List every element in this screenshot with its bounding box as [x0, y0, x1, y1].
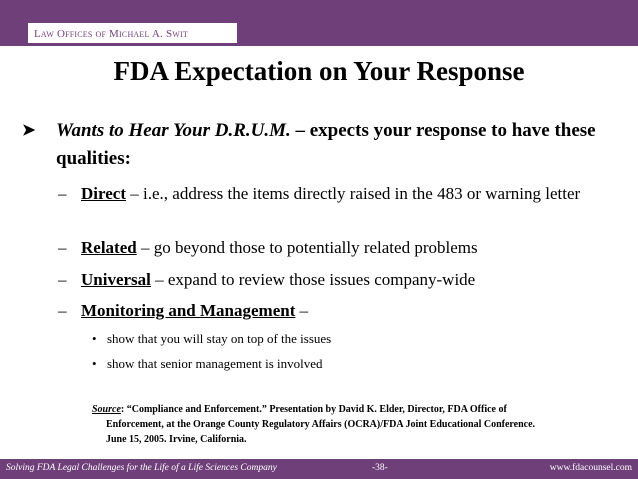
quality-term: Monitoring and Management: [81, 301, 296, 320]
quality-item-related: – Related – go beyond those to potential…: [58, 237, 618, 259]
round-bullet-icon: •: [92, 331, 97, 346]
footer-tagline: Solving FDA Legal Challenges for the Lif…: [6, 463, 277, 473]
quality-term: Direct: [81, 184, 126, 203]
source-label: Source: [92, 404, 121, 415]
dash-bullet: –: [58, 184, 67, 203]
quality-text: – go beyond those to potentially related…: [136, 238, 478, 257]
quality-item-direct: – Direct – i.e., address the items direc…: [58, 183, 618, 205]
footer-bar: Solving FDA Legal Challenges for the Lif…: [0, 459, 638, 479]
quality-item-universal: – Universal – expand to review those iss…: [58, 269, 618, 291]
source-line-2: Enforcement, at the Orange County Regula…: [106, 419, 536, 430]
sub-bullet-item: • show that senior management is involve…: [92, 356, 323, 371]
quality-text: – expand to review those issues company-…: [150, 270, 476, 289]
page-number: -38-: [372, 463, 388, 473]
top-banner: Law Offices of Michael A. Swit: [0, 0, 638, 46]
dash-bullet: –: [58, 270, 67, 289]
round-bullet-icon: •: [92, 356, 97, 371]
main-bullet-lead: Wants to Hear Your D.R.U.M.: [56, 120, 291, 141]
quality-item-monitoring: – Monitoring and Management –: [58, 300, 618, 322]
quality-term: Universal: [81, 270, 151, 289]
dash-bullet: –: [58, 301, 67, 320]
dash-bullet: –: [58, 238, 67, 257]
quality-text: –: [295, 301, 309, 320]
slide-title: FDA Expectation on Your Response: [113, 56, 525, 86]
quality-text: – i.e., address the items directly raise…: [126, 184, 581, 203]
source-citation: Source: “Compliance and Enforcement.” Pr…: [92, 402, 612, 447]
main-bullet-text: – expects your response to have these qu…: [56, 120, 596, 169]
source-line-3: June 15, 2005. Irvine, California.: [106, 434, 247, 445]
firm-name-box: Law Offices of Michael A. Swit: [27, 22, 238, 44]
sub-bullet-item: • show that you will stay on top of the …: [92, 331, 332, 346]
quality-term: Related: [81, 238, 137, 257]
footer-url: www.fdacounsel.com: [549, 463, 632, 473]
main-bullet: ➤ Wants to Hear Your D.R.U.M. – expects …: [22, 117, 632, 173]
firm-name: Law Offices of Michael A. Swit: [34, 28, 188, 40]
arrow-bullet-icon: ➤: [22, 122, 36, 139]
source-line-1: : “Compliance and Enforcement.” Presenta…: [120, 404, 507, 415]
